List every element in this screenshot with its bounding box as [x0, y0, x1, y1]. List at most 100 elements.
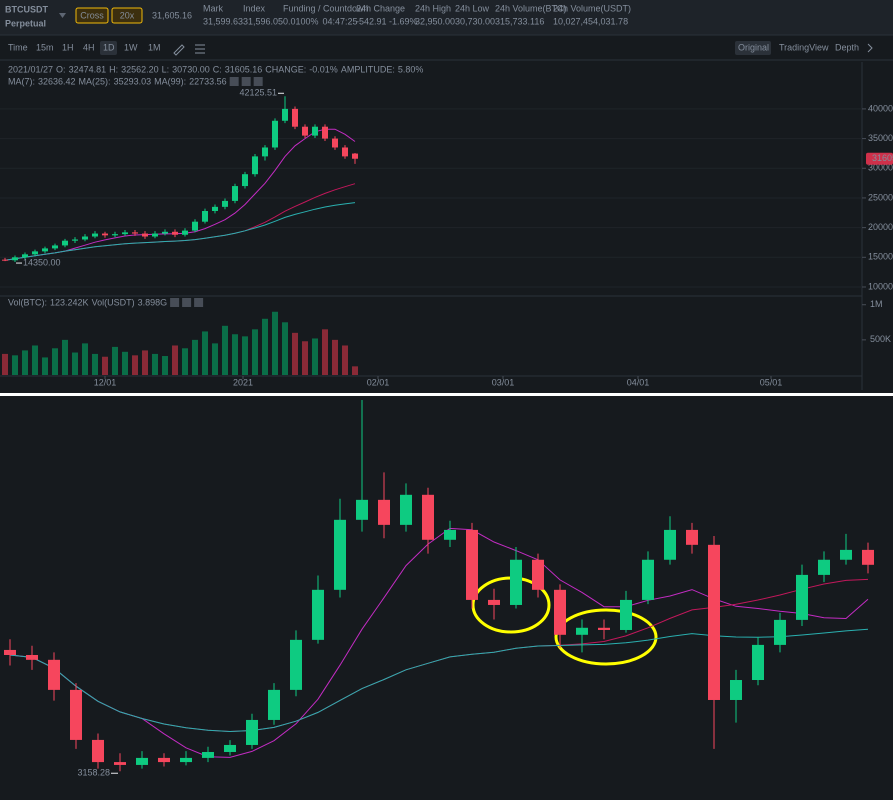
info-value: 31605.16	[225, 64, 263, 74]
candle-body	[862, 549, 874, 565]
expand-icon[interactable]	[867, 43, 873, 53]
contract: Perpetual	[5, 18, 46, 28]
candle-body	[158, 757, 170, 763]
volume-value: 123.242K	[50, 297, 89, 307]
y-tick-label: 30000.00	[868, 163, 893, 173]
dropdown-icon[interactable]	[59, 13, 66, 18]
volume-label: Vol(BTC):	[8, 297, 47, 307]
stat-value: 30,730.00	[455, 16, 495, 26]
interval-tab[interactable]: 15m	[36, 42, 54, 52]
y-tick-label: 500K	[870, 334, 891, 344]
volume-bar	[192, 339, 198, 375]
candle-body	[352, 153, 358, 159]
volume-bar	[62, 339, 68, 375]
indicator-button[interactable]	[182, 298, 192, 307]
view-tab[interactable]: Depth	[835, 42, 859, 52]
candle-body	[282, 108, 288, 121]
candle-body	[114, 762, 126, 765]
stat-label: 24h Volume(BTC)	[495, 3, 567, 13]
separator	[0, 393, 893, 396]
candle-body	[4, 649, 16, 655]
view-tab[interactable]: TradingView	[779, 42, 829, 52]
stat-label: Mark	[203, 3, 223, 13]
price-tag-label: 31605	[872, 153, 893, 163]
info-label: AMPLITUDE:	[341, 64, 395, 74]
draw-icon[interactable]	[173, 44, 185, 56]
candle-body	[132, 232, 138, 234]
y-tick-label: 35000.00	[868, 133, 893, 143]
indicator-button[interactable]	[253, 77, 263, 86]
ma-label: MA(99):	[154, 76, 186, 86]
candle-body	[252, 156, 258, 175]
y-tick-label: 40000.00	[868, 103, 893, 113]
candle-body	[840, 549, 852, 560]
x-tick-label: 02/01	[367, 377, 390, 387]
x-tick-label: 03/01	[492, 377, 515, 387]
volume-bar	[2, 353, 8, 375]
volume-bar	[252, 329, 258, 375]
info-value: 5.80%	[398, 64, 424, 74]
volume-bar	[292, 332, 298, 375]
interval-tab[interactable]: 1W	[124, 42, 138, 52]
margin-button[interactable]	[75, 7, 109, 24]
candle-body	[576, 627, 588, 635]
settings-icon[interactable]	[195, 44, 205, 54]
info-value: 32474.81	[69, 64, 107, 74]
volume-bar	[82, 343, 88, 375]
volume-bar	[162, 356, 168, 375]
stat-value: 10,027,454,031.78	[553, 16, 628, 26]
active-tab	[735, 41, 771, 55]
candle-body	[532, 559, 544, 590]
candle-body	[202, 751, 214, 758]
indicator-button[interactable]	[194, 298, 204, 307]
stat-value: 31,599.63	[203, 16, 243, 26]
interval-tab[interactable]: 4H	[83, 42, 95, 52]
highlight-circle	[554, 608, 658, 666]
volume-bar	[172, 345, 178, 375]
stat-value: 315,733.116	[495, 16, 544, 26]
leverage: 20x	[120, 10, 135, 20]
candle-body	[224, 744, 236, 752]
x-tick-label: 2021	[233, 377, 253, 387]
candle-body	[92, 233, 98, 237]
candle-body	[192, 221, 198, 231]
candle-body	[302, 126, 308, 136]
leverage-button[interactable]	[111, 7, 143, 24]
volume-bar	[242, 336, 248, 375]
active-tab	[100, 41, 117, 55]
info-value: -0.01%	[309, 64, 338, 74]
stat-value: 31,596.05	[243, 16, 283, 26]
interval-tab[interactable]: Time	[8, 42, 28, 52]
interval-tab[interactable]: 1M	[148, 42, 161, 52]
stat-label: Index	[243, 3, 266, 13]
stat-value: 0.0100%	[283, 16, 319, 26]
volume-value: 3.898G	[138, 297, 168, 307]
volume-bar	[212, 343, 218, 375]
interval-tab[interactable]: 1D	[103, 42, 115, 52]
candle-body	[708, 544, 720, 700]
candle-body	[162, 231, 168, 234]
ma-label: MA(25):	[79, 76, 111, 86]
candle-body	[22, 254, 28, 258]
moving-average	[4, 202, 356, 261]
candle-body	[42, 248, 48, 252]
view-tab[interactable]: Original	[738, 42, 769, 52]
indicator-button[interactable]	[229, 77, 239, 86]
candle-body	[180, 757, 192, 763]
candle-body	[664, 529, 676, 560]
candle-body	[112, 234, 118, 236]
candle-body	[312, 589, 324, 640]
low-annotation: 14350.00	[23, 257, 61, 267]
interval-tab[interactable]: 1H	[62, 42, 74, 52]
indicator-button[interactable]	[241, 77, 251, 86]
candle-body	[172, 231, 178, 235]
volume-bar	[52, 348, 58, 375]
info-value: 30730.00	[172, 64, 210, 74]
candle-body	[620, 599, 632, 630]
volume-bar	[32, 345, 38, 375]
candle-body	[82, 236, 88, 240]
indicator-button[interactable]	[170, 298, 180, 307]
candle-body	[222, 200, 228, 207]
